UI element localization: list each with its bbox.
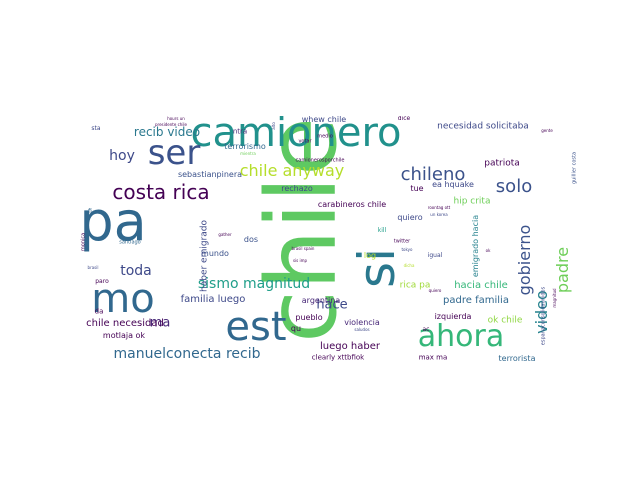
word-familia-luego: familia luego — [180, 294, 246, 305]
word-terrorista: terrorista — [498, 354, 536, 363]
word-padre: padre — [553, 246, 572, 294]
word-sta: sta — [91, 125, 101, 132]
word-sebastianpinera: sebastianpinera — [177, 170, 243, 179]
word-haber-emigrado: haber emigrado — [199, 220, 210, 292]
word-chile-necesidad: chile necesidad — [86, 318, 164, 329]
word-dice: dice — [397, 116, 411, 122]
word-guillier-costa: guillier costa — [571, 151, 578, 185]
word-whew-chile: whew chile — [301, 116, 347, 124]
word-quiero: quiero — [397, 213, 423, 222]
word-hacia-chile: hacia chile — [454, 280, 508, 291]
word-paro: paro — [95, 278, 109, 285]
word-necesidad-solicitaba: necesidad solicitaba — [437, 121, 529, 132]
word-cloud: chile camionero pa mo est si ser ahora c… — [80, 116, 581, 364]
word-hours-un: hours un — [167, 116, 185, 121]
word-costa-rica: costa rica — [112, 180, 210, 204]
word-monica: monica — [80, 232, 87, 252]
word-sismo-magnitud: sismo magnitud — [197, 276, 311, 292]
word-luego-haber: luego haber — [320, 341, 380, 352]
word-un-korea: un korea — [430, 212, 448, 217]
word-quiero-small: quiero — [428, 288, 442, 293]
word-emigrado-hacia: emigrado hacia — [471, 214, 480, 278]
word-gente: gente — [541, 128, 553, 133]
word-ma: ma — [149, 315, 171, 331]
word-ac: ac — [422, 326, 430, 333]
word-medio: medio — [317, 133, 333, 140]
word-hoy: hoy — [109, 148, 135, 164]
word-votar: votar — [298, 138, 312, 145]
word-qu: qu — [290, 324, 302, 333]
word-solo: solo — [495, 176, 533, 197]
word-brasil-spain: brasil spain — [291, 246, 315, 251]
word-hip-crita: hip crita — [453, 196, 491, 207]
word-gobierno: gobierno — [515, 224, 534, 296]
word-log: log — [363, 251, 377, 260]
word-kill: kill — [377, 227, 387, 234]
word-padre-familia: padre familia — [443, 295, 509, 306]
word-manuelconecta-recib: manuelconecta recib — [113, 346, 261, 362]
word-igual: igual — [427, 252, 443, 259]
word-toda: toda — [120, 263, 152, 279]
word-pa: pa — [80, 190, 147, 253]
word-magnitud: magnitud — [552, 288, 557, 308]
word-ahora: ahora — [417, 319, 505, 354]
word-ntra: ntra — [232, 127, 248, 136]
word-izquierda: izquierda — [434, 312, 472, 321]
word-twitter: twitter — [393, 238, 411, 245]
word-clearly-xttbfiok: clearly xttbfiok — [311, 353, 365, 362]
word-ser: ser — [147, 133, 201, 173]
word-mundo: mundo — [201, 249, 229, 258]
word-fi: fi — [88, 208, 92, 215]
word-ok-chile: ok chile — [487, 315, 523, 326]
word-argentina: argentina — [301, 296, 341, 305]
word-rechazo: rechazo — [281, 184, 313, 193]
word-max-ma: max ma — [418, 353, 448, 362]
word-terrorismo: terrorismo — [224, 142, 266, 151]
word-ok: ok — [485, 248, 491, 253]
word-si: si — [348, 248, 406, 288]
word-da: da — [94, 307, 104, 316]
word-brasil: brasil — [87, 265, 99, 270]
word-camionero: camionero — [190, 116, 402, 156]
word-sis-imp: sis imp — [292, 258, 308, 263]
word-pueblo: pueblo — [295, 313, 323, 322]
word-motlaja-ok: motlaja ok — [102, 331, 146, 340]
word-alto: alto — [271, 122, 276, 130]
word-camionerosporchile: camionerosporchile — [295, 157, 345, 164]
word-santiago: santiago — [119, 239, 141, 246]
word-espanaconsolidaunidos: espanaconsolidaunidos — [540, 286, 547, 346]
word-chileno: chileno — [400, 164, 466, 185]
word-dicha: dicha — [403, 263, 415, 268]
word-ea-hquake: ea hquake — [432, 180, 474, 189]
word-mo: mo — [91, 276, 155, 322]
word-gather: gather — [218, 232, 232, 237]
word-tokyo: tokyo — [401, 247, 413, 252]
word-roontag-ott: roontag ott — [427, 205, 451, 210]
word-presidente-chile: presidente chile — [154, 122, 188, 127]
word-rica-pa: rica pa — [399, 280, 431, 291]
word-hace: hace — [316, 297, 348, 313]
word-violencia: violencia — [344, 318, 380, 327]
word-recib-video: recib video — [133, 125, 201, 139]
word-tue: tue — [410, 184, 424, 193]
word-patriota: patriota — [484, 158, 520, 169]
word-mientra: mientra — [240, 151, 256, 156]
word-saludos: saludos — [354, 327, 370, 332]
word-dos: dos — [243, 235, 259, 244]
word-carabineros-chile: carabineros chile — [317, 200, 387, 209]
word-est: est — [225, 304, 287, 350]
word-chile-anyway: chile anyway — [239, 161, 345, 180]
